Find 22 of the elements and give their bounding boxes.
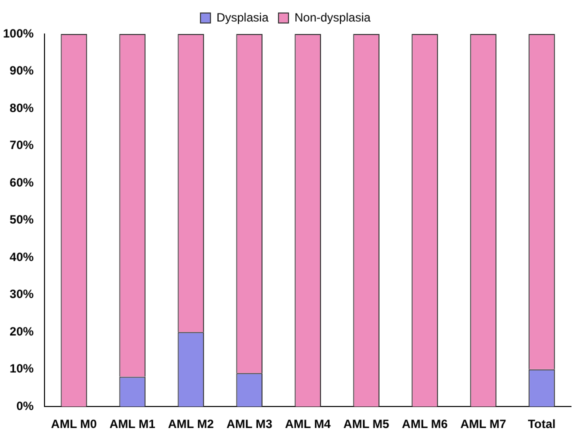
x-tick-label: AML M7 [460,417,506,432]
y-tick-label: 70% [10,138,34,152]
y-tick-label: 60% [10,175,34,190]
x-tick-label: AML M4 [284,417,332,432]
y-tick-label: 10% [10,362,34,376]
y-tick-label: 40% [10,250,34,264]
x-tick-label: AML M6 [402,417,448,432]
y-tick-label: 20% [10,324,34,338]
x-tick-label: AML M0 [51,417,98,432]
y-tick-label: 0% [16,398,34,413]
x-tick-label: AML M5 [343,417,390,432]
x-tick-label: AML M2 [168,417,214,432]
legend-label: Dysplasia [216,10,269,24]
x-tick-label: AML M3 [226,417,273,432]
y-tick-label: 30% [10,287,34,302]
x-tick-label: AML M1 [110,417,156,432]
y-tick-label: 50% [10,212,34,227]
y-tick-label: 80% [10,100,34,115]
y-tick-label: 100% [2,26,34,40]
y-tick-label: 90% [10,64,34,78]
x-tick-label: Total [528,417,556,432]
legend-label: Non-dysplasia [294,10,371,24]
